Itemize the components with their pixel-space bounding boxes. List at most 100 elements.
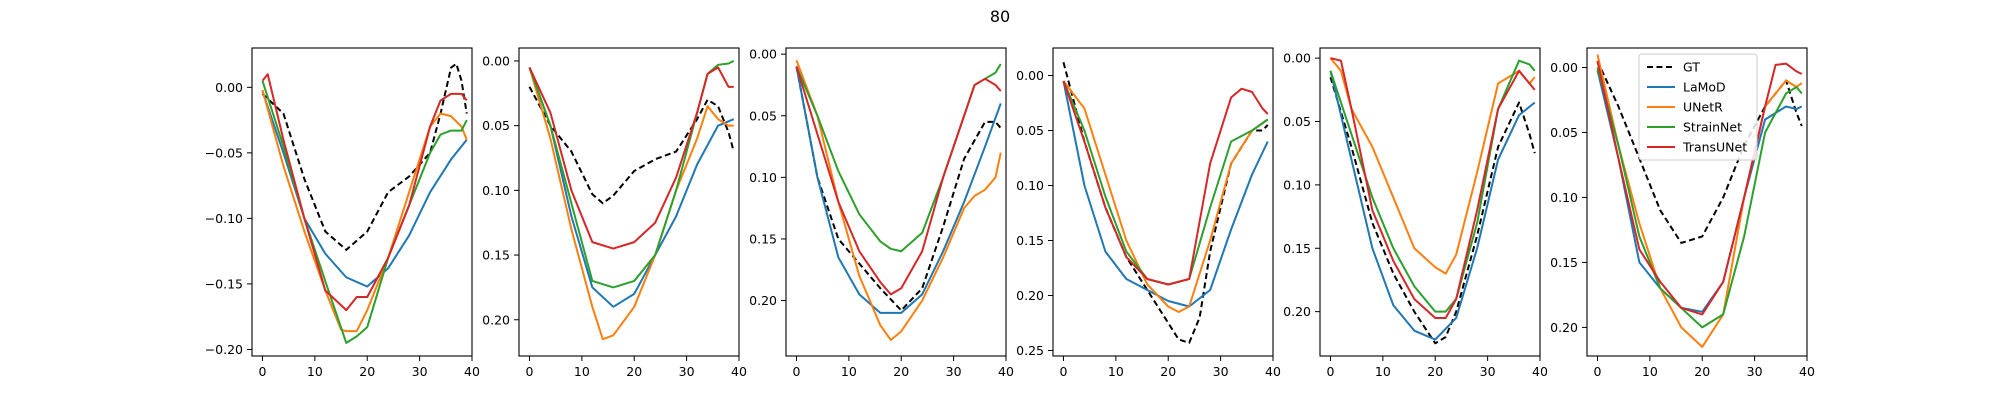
legend-label-transunet: TransUNet — [1682, 140, 1747, 155]
y-tick-label: 0.10 — [1283, 177, 1311, 192]
x-tick-label: 10 — [1108, 364, 1124, 379]
series-line-unetr — [1329, 57, 1536, 275]
x-tick-label: 0 — [258, 364, 266, 379]
series-line-strainnet — [1596, 67, 1803, 329]
axes-frame — [1586, 47, 1808, 357]
x-tick-label: 40 — [998, 364, 1014, 379]
x-tick-label: 30 — [1213, 364, 1229, 379]
series-line-transunet — [261, 73, 468, 312]
series-group — [1062, 62, 1269, 344]
y-tick-label: 0.25 — [1016, 343, 1044, 358]
x-tick-label: 0 — [1326, 364, 1334, 379]
x-tick-label: 20 — [1160, 364, 1176, 379]
x-tick-label: 20 — [626, 364, 642, 379]
y-tick-label: 0.05 — [1283, 114, 1311, 129]
axes-frame — [518, 47, 740, 357]
series-line-gt — [1329, 76, 1536, 345]
y-tick-label: −0.10 — [205, 211, 243, 226]
y-tick-label: 0.20 — [1283, 304, 1311, 319]
x-tick-label: 0 — [1059, 364, 1067, 379]
series-line-lamod — [795, 66, 1002, 314]
y-tick-label: 0.20 — [1550, 320, 1578, 335]
y-tick-label: 0.00 — [215, 80, 243, 95]
subplot-2: 0 10 20 30 40 0.00 0.05 0.10 0.15 0.20 — [482, 47, 747, 379]
x-tick-label: 10 — [1642, 364, 1658, 379]
axes-frame — [251, 47, 473, 357]
y-tick-label: 0.00 — [482, 53, 510, 68]
series-line-transunet — [795, 66, 1002, 296]
axes-frame — [1052, 47, 1274, 357]
series-group — [528, 60, 735, 341]
x-tick-label: 40 — [731, 364, 747, 379]
y-tick-label: −0.15 — [205, 276, 243, 291]
series-line-unetr — [1062, 80, 1269, 313]
series-line-lamod — [1329, 70, 1536, 341]
y-tick-label: 0.15 — [1550, 255, 1578, 270]
subplot-3: 0 10 20 30 40 0.00 0.05 0.10 0.15 0.20 — [749, 47, 1014, 379]
y-tick-label: 0.20 — [482, 312, 510, 327]
x-tick-label: 20 — [893, 364, 909, 379]
y-tick-label: 0.20 — [749, 293, 777, 308]
y-tick-label: −0.05 — [205, 145, 243, 160]
x-tick-label: 20 — [1427, 364, 1443, 379]
y-tick-label: −0.20 — [205, 342, 243, 357]
x-tick-label: 40 — [1532, 364, 1548, 379]
legend: GT LaMoD UNetR StrainNet TransUNet — [1638, 53, 1758, 161]
series-line-gt — [1596, 60, 1803, 244]
y-tick-label: 0.10 — [482, 183, 510, 198]
series-line-unetr — [261, 89, 468, 333]
series-line-strainnet — [1329, 59, 1536, 313]
series-line-unetr — [795, 59, 1002, 341]
x-tick-label: 10 — [307, 364, 323, 379]
y-tick-label: 0.00 — [1016, 68, 1044, 83]
y-tick-label: 0.15 — [1283, 241, 1311, 256]
y-tick-label: 0.05 — [1016, 123, 1044, 138]
x-tick-label: 0 — [525, 364, 533, 379]
figure-title: 80 — [990, 7, 1010, 26]
axes-frame — [785, 47, 1007, 357]
y-tick-label: 0.10 — [749, 170, 777, 185]
series-line-transunet — [528, 66, 734, 250]
x-tick-label: 40 — [464, 364, 480, 379]
x-tick-label: 30 — [1747, 364, 1763, 379]
x-tick-label: 20 — [1694, 364, 1710, 379]
series-line-gt — [795, 66, 1002, 312]
subplot-6: 0 10 20 30 40 0.00 0.05 0.10 0.15 0.20 GT LaMoD UNet… — [1550, 47, 1815, 379]
x-tick-label: 0 — [792, 364, 800, 379]
x-tick-label: 10 — [1375, 364, 1391, 379]
x-tick-label: 10 — [841, 364, 857, 379]
series-line-transunet — [1330, 57, 1536, 319]
x-tick-label: 30 — [679, 364, 695, 379]
y-tick-label: 0.15 — [749, 231, 777, 246]
series-group — [795, 59, 1002, 341]
series-line-strainnet — [528, 60, 735, 289]
x-tick-label: 30 — [412, 364, 428, 379]
subplot-4: 0 10 20 30 40 0.00 0.05 0.10 0.15 0.20 0.25 — [1016, 47, 1281, 379]
x-tick-label: 40 — [1265, 364, 1281, 379]
x-tick-label: 30 — [946, 364, 962, 379]
x-tick-label: 20 — [359, 364, 375, 379]
series-line-gt — [261, 62, 468, 251]
y-tick-label: 0.00 — [1550, 60, 1578, 75]
y-tick-label: 0.00 — [1283, 51, 1311, 66]
y-tick-label: 0.10 — [1016, 178, 1044, 193]
legend-label-unetr: UNetR — [1683, 100, 1723, 115]
y-tick-label: 0.15 — [482, 248, 510, 263]
series-line-transunet — [1596, 60, 1803, 316]
y-tick-label: 0.20 — [1016, 288, 1044, 303]
axes-frame — [1319, 47, 1541, 357]
series-line-lamod — [1062, 80, 1269, 308]
y-tick-label: 0.05 — [482, 118, 510, 133]
legend-label-lamod: LaMoD — [1683, 80, 1726, 95]
x-tick-label: 0 — [1593, 364, 1601, 379]
series-group — [1596, 54, 1803, 348]
x-tick-label: 30 — [1480, 364, 1496, 379]
y-tick-label: 0.15 — [1016, 233, 1044, 248]
series-line-transunet — [1062, 80, 1269, 286]
legend-label-gt: GT — [1683, 60, 1700, 75]
y-tick-label: 0.10 — [1550, 190, 1578, 205]
x-tick-label: 10 — [574, 364, 590, 379]
panels: 0 10 20 30 40 0.00 −0.05 −0.10 −0.15 −0.20 0 10 20 30… — [205, 47, 1815, 379]
legend-box — [1638, 53, 1758, 161]
